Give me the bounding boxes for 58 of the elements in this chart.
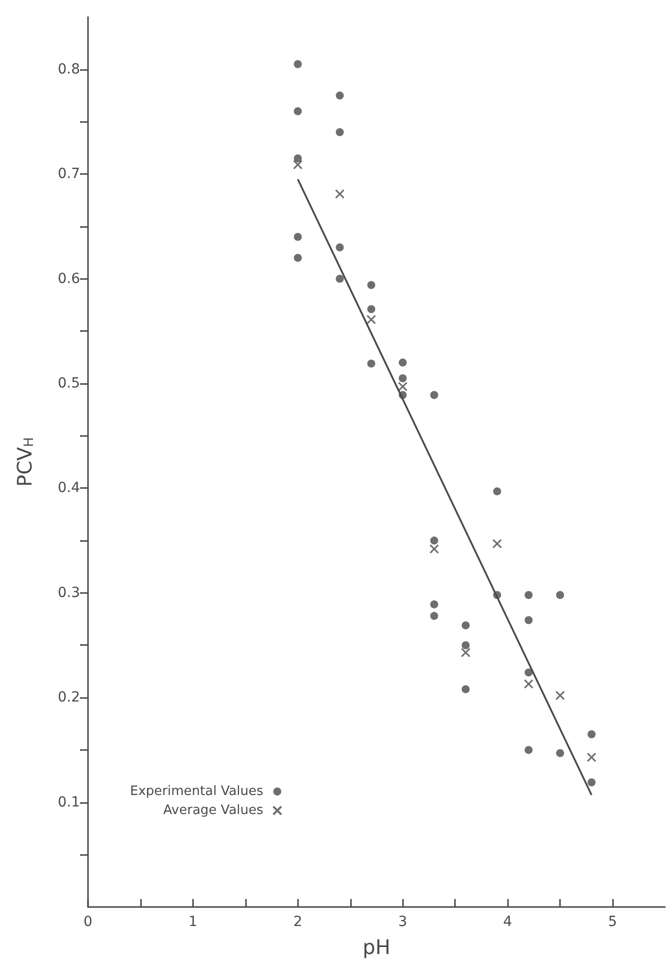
x-tick-label: 1 <box>188 914 198 930</box>
point <box>493 487 502 496</box>
point <box>294 107 302 116</box>
point <box>492 538 502 548</box>
y-tick-label: 0.6 <box>58 270 80 287</box>
point <box>294 232 302 241</box>
legend-label: Average Values <box>163 803 264 818</box>
point <box>336 274 344 283</box>
y-tick-label: 0.5 <box>58 375 80 392</box>
point <box>460 648 470 658</box>
point <box>429 544 439 554</box>
y-tick-label: 0.3 <box>58 584 80 601</box>
point <box>524 616 533 624</box>
y-tick-label: 0.2 <box>58 690 80 706</box>
point <box>293 160 303 170</box>
point <box>398 358 407 367</box>
y-tick-label: 0.1 <box>58 794 80 810</box>
x-tick-label: 5 <box>608 914 618 930</box>
point <box>588 778 596 786</box>
point <box>334 189 345 199</box>
point <box>555 690 565 700</box>
point <box>524 679 534 689</box>
point <box>366 314 376 324</box>
x-tick-label: 0 <box>84 914 92 930</box>
point <box>294 60 302 68</box>
point <box>462 641 470 650</box>
point <box>336 243 344 252</box>
point <box>294 154 302 162</box>
point <box>430 600 438 608</box>
point <box>430 390 438 399</box>
point <box>398 382 408 392</box>
point <box>556 749 564 758</box>
point <box>336 92 344 100</box>
point <box>588 730 596 738</box>
x-tick-label: 4 <box>503 914 512 930</box>
point <box>367 281 376 290</box>
point <box>398 374 407 382</box>
y-tick-label: 0.8 <box>58 61 80 78</box>
x-tick-label: 2 <box>293 914 302 930</box>
point <box>336 128 344 136</box>
y-tick-label: 0.7 <box>58 166 80 182</box>
point <box>524 746 533 754</box>
point <box>524 668 533 676</box>
point <box>430 536 438 545</box>
point <box>556 590 564 599</box>
y-axis-title: PCVH <box>12 437 37 487</box>
legend-label: Experimental Values <box>130 784 264 799</box>
point <box>462 685 470 694</box>
point <box>367 305 376 314</box>
point <box>462 621 470 630</box>
point <box>430 612 438 620</box>
point <box>294 254 302 262</box>
point <box>586 752 596 762</box>
point <box>524 590 533 599</box>
x-tick-label: 3 <box>398 914 408 930</box>
x-axis-title: pH <box>362 935 390 959</box>
point <box>367 360 376 368</box>
y-tick-label: 0.4 <box>58 480 80 496</box>
